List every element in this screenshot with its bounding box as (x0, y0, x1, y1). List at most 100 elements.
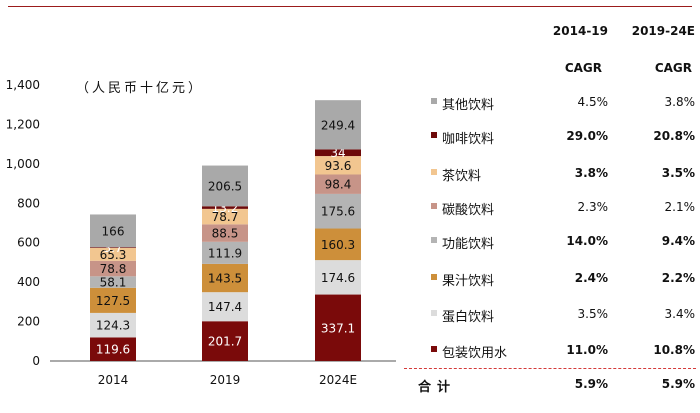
data-label: 119.6 (96, 343, 130, 357)
cagr-2014-19: 3.8% (574, 166, 608, 180)
col2-header-cagr: CAGR (654, 61, 692, 75)
table-row: 包装饮用水 11.0% 10.8% (428, 340, 700, 361)
cagr-2014-19: 2.4% (574, 271, 608, 285)
x-tick-label: 2014 (98, 373, 129, 387)
bar-segment-2019-5 (202, 208, 248, 225)
bar-segment-2024E-2 (315, 228, 361, 261)
data-label: 78.8 (100, 262, 127, 276)
data-label: 174.6 (321, 271, 355, 285)
y-tick-label: 600 (17, 236, 40, 250)
bar-segment-2019-7 (202, 165, 248, 207)
bar-segment-2014-0 (90, 337, 136, 361)
data-label: 65.3 (100, 248, 127, 262)
bar-segment-2019-6 (202, 206, 248, 209)
top-rule (8, 6, 692, 7)
cagr-2019-24e: 10.8% (653, 343, 695, 357)
y-tick-label: 0 (32, 354, 40, 368)
data-label: 34 (330, 146, 345, 160)
bar-segment-2014-3 (90, 276, 136, 288)
data-label: 111.9 (208, 246, 242, 260)
data-label: 147.4 (208, 300, 242, 314)
table-row: 其他饮料 4.5% 3.8% (428, 92, 700, 113)
legend-marker (431, 203, 437, 209)
category-name: 茶饮料 (442, 169, 482, 184)
y-tick-label: 1,000 (6, 157, 40, 171)
data-label: 78.7 (212, 210, 239, 224)
bar-segment-2019-1 (202, 292, 248, 322)
cagr-2019-24e: 9.4% (661, 234, 695, 248)
table-row: 蛋白饮料 3.5% 3.4% (428, 304, 700, 325)
cagr-2019-24e: 2.2% (661, 271, 695, 285)
bar-segment-2024E-0 (315, 294, 361, 361)
y-tick-label: 1,200 (6, 117, 40, 131)
data-label: 206.5 (208, 179, 242, 193)
bar-segment-2019-3 (202, 241, 248, 264)
data-label: 88.5 (212, 227, 239, 241)
cagr-2014-19: 29.0% (566, 129, 608, 143)
category-name: 其他饮料 (442, 98, 495, 113)
legend-marker (431, 132, 437, 138)
category-name: 功能饮料 (442, 237, 495, 252)
data-label: 175.6 (321, 205, 355, 219)
cagr-2019-24e: 2.1% (664, 200, 696, 214)
category-name: 果汁饮料 (442, 274, 495, 289)
bar-segment-2014-1 (90, 312, 136, 338)
data-label: 93.6 (325, 159, 352, 173)
data-label: 58.1 (100, 276, 127, 290)
data-label: 249.4 (321, 118, 355, 132)
col1-header-year: 2014-19 (552, 24, 608, 38)
legend-marker (431, 346, 437, 352)
data-label: 160.3 (321, 238, 355, 252)
bar-segment-2024E-3 (315, 193, 361, 229)
y-tick-label: 200 (17, 315, 40, 329)
table-row: 果汁饮料 2.4% 2.2% (428, 268, 700, 289)
col1-header-cagr: CAGR (564, 61, 602, 75)
table-row: 茶饮料 3.8% 3.5% (428, 163, 700, 184)
x-tick-label: 2019 (210, 373, 241, 387)
table-row: 咖啡饮料 29.0% 20.8% (428, 126, 700, 147)
bar-segment-2024E-4 (315, 174, 361, 194)
legend-marker (431, 98, 437, 104)
legend-marker (431, 274, 437, 280)
total-row: 合计 5.9% 5.9% (414, 374, 700, 395)
bar-segment-2014-2 (90, 287, 136, 313)
data-label: 337.1 (321, 321, 355, 335)
cagr-2019-24e: 3.5% (661, 166, 695, 180)
category-name: 咖啡饮料 (442, 132, 495, 147)
data-label: 98.4 (325, 178, 352, 192)
data-label: 143.5 (208, 272, 242, 286)
bar-segment-2014-6 (90, 247, 136, 248)
total-divider (404, 368, 696, 369)
cagr-2014-19: 14.0% (566, 234, 608, 248)
total-label: 合计 (418, 380, 457, 395)
cagr-2014-19: 3.5% (577, 307, 609, 321)
category-name: 包装饮用水 (442, 346, 508, 361)
cagr-2014-19: 4.5% (577, 95, 609, 109)
bar-segment-2024E-1 (315, 260, 361, 295)
bar-segment-2024E-7 (315, 100, 361, 150)
col2-header-year: 2019-24E (631, 24, 695, 38)
bar-segment-2014-7 (90, 214, 136, 248)
stacked-bar-chart: 0 200 400 600 800 1,000 1,200 1,400 119.6 124.3 12… (6, 78, 396, 387)
y-tick-label: 800 (17, 196, 40, 210)
cagr-2019-24e: 3.8% (664, 95, 696, 109)
legend-marker (431, 237, 437, 243)
y-tick-label: 1,400 (6, 78, 40, 92)
y-tick-label: 400 (17, 275, 40, 289)
data-label: 127.5 (96, 294, 130, 308)
cagr-2019-24e: 20.8% (653, 129, 695, 143)
category-name: 蛋白饮料 (442, 310, 495, 325)
bar-segment-2019-2 (202, 263, 248, 293)
data-label: 124.3 (96, 319, 130, 333)
category-name: 碳酸饮料 (442, 203, 495, 218)
bar-segment-2019-4 (202, 224, 248, 242)
total-cagr-2014-19: 5.9% (574, 377, 608, 391)
bar-segment-2014-5 (90, 247, 136, 261)
bar-segment-2019-0 (202, 321, 248, 361)
bar-segment-2024E-6 (315, 149, 361, 157)
unit-label: （人民币十亿元） (76, 81, 205, 96)
data-label: 201.7 (208, 335, 242, 349)
total-cagr-2019-24e: 5.9% (661, 377, 695, 391)
data-label: 166 (102, 224, 125, 238)
cagr-2019-24e: 3.4% (664, 307, 696, 321)
